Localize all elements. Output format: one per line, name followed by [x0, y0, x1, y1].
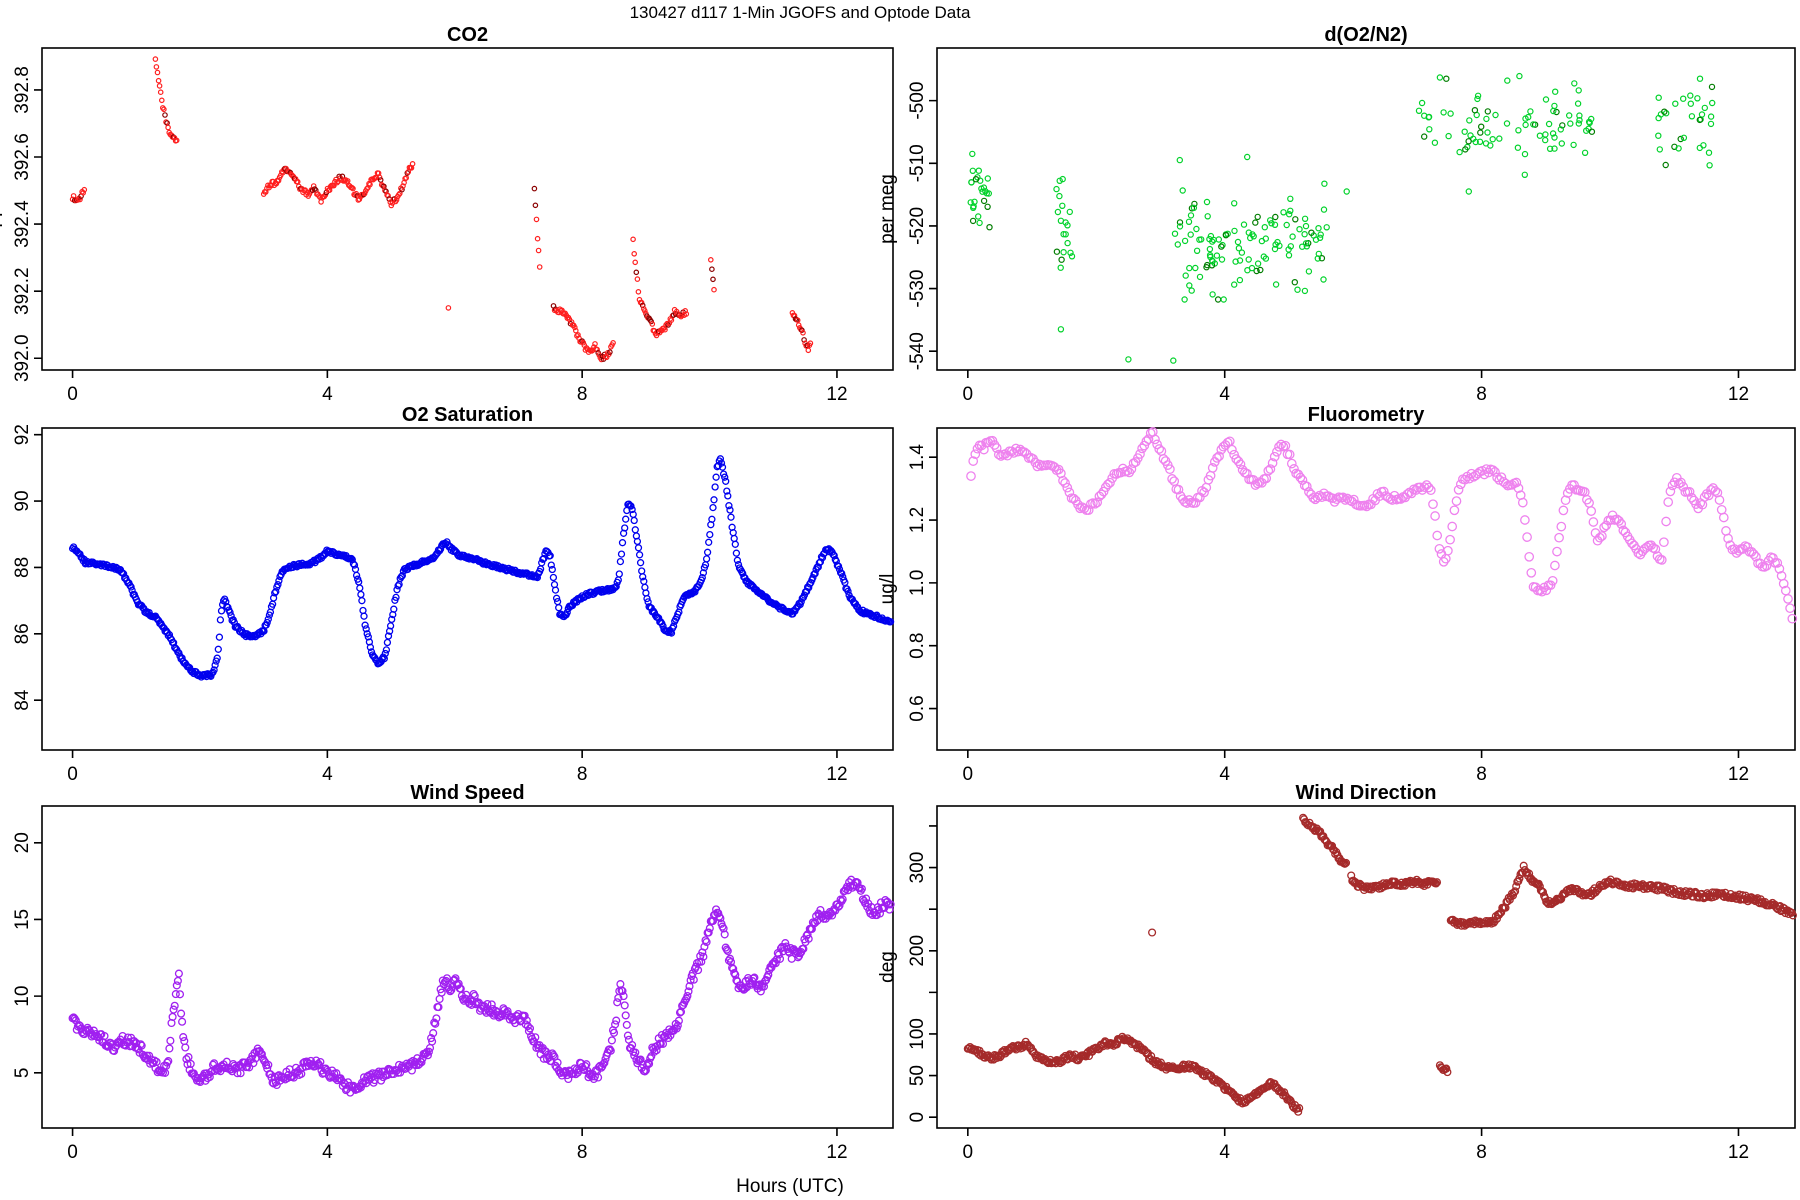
axis-ticks [34, 433, 838, 758]
x-tick-label: 8 [1476, 1142, 1487, 1163]
y-tick-label: 300 [907, 852, 928, 884]
x-tick-label: 8 [577, 1142, 588, 1163]
panel-title: d(O2/N2) [1324, 24, 1407, 46]
y-tick-label: 0.8 [907, 632, 928, 658]
y-tick-label: 10 [12, 986, 33, 1007]
y-tick-label: 200 [907, 935, 928, 967]
x-tick-label: 4 [322, 764, 333, 785]
x-tick-label: 4 [1219, 764, 1230, 785]
panels-container: CO2 0 4 8 12 392.0 392.2 392.4 392.6 392.8 ppm d(O2… [0, 24, 1798, 1163]
x-tick-label: 4 [322, 1142, 333, 1163]
y-axis-title: m/s [0, 952, 3, 983]
x-tick-label: 4 [322, 384, 333, 405]
axis-ticks [929, 825, 1740, 1136]
x-tick-label: 4 [1219, 1142, 1230, 1163]
y-tick-label: 1.2 [907, 507, 928, 533]
y-tick-label: -520 [907, 207, 928, 245]
y-tick-label: 86 [12, 623, 33, 644]
y-tick-label: 1.0 [907, 570, 928, 596]
plot-box [936, 427, 1796, 751]
x-tick-label: 4 [1219, 384, 1230, 405]
y-axis-title: ug/l [877, 574, 898, 605]
y-tick-label: 0 [907, 1112, 928, 1123]
x-tick-label: 12 [1728, 1142, 1749, 1163]
x-tick-label: 12 [826, 1142, 847, 1163]
x-tick-label: 8 [1476, 384, 1487, 405]
axis-ticks [929, 99, 1740, 378]
y-tick-label: 88 [12, 557, 33, 578]
panel-wind-direction: Wind Direction 0 4 8 12 0 50 100 200 300 deg [877, 782, 1797, 1163]
panel-d-o2-n2: d(O2/N2) 0 4 8 12 -540 -530 -520 -510 -500 per meg [877, 24, 1796, 405]
x-tick-label: 8 [577, 764, 588, 785]
y-tick-label: 392.8 [12, 66, 33, 114]
y-axis-title: deg [877, 951, 898, 983]
y-tick-label: 15 [12, 909, 33, 930]
x-tick-label: 8 [1476, 764, 1487, 785]
y-tick-label: 50 [907, 1065, 928, 1086]
data-points [69, 56, 814, 363]
y-axis-title: % [0, 580, 3, 597]
x-tick-label: 12 [826, 764, 847, 785]
axis-ticks [34, 89, 838, 378]
panel-fluorometry: Fluorometry 0 4 8 12 0.6 0.8 1.0 1.2 1.4 ug/l [877, 404, 1798, 785]
y-tick-label: 0.6 [907, 695, 928, 721]
plot-box [41, 805, 894, 1129]
y-tick-label: 90 [12, 490, 33, 511]
plot-box [936, 47, 1796, 371]
panel-co2: CO2 0 4 8 12 392.0 392.2 392.4 392.6 392.8 ppm [0, 24, 894, 405]
x-tick-label: 0 [67, 764, 78, 785]
x-tick-label: 0 [67, 1142, 78, 1163]
y-tick-label: 84 [12, 689, 33, 711]
panel-title: O2 Saturation [402, 404, 533, 426]
panel-wind-speed: Wind Speed 0 4 8 12 5 10 15 20 m/s [0, 782, 895, 1163]
plot-box [936, 805, 1796, 1129]
axis-ticks [929, 456, 1740, 758]
panel-title: Wind Speed [410, 782, 524, 804]
x-tick-label: 12 [826, 384, 847, 405]
x-tick-label: 12 [1728, 384, 1749, 405]
x-tick-label: 0 [963, 1142, 974, 1163]
panel-title: CO2 [447, 24, 488, 46]
y-tick-label: 100 [907, 1018, 928, 1050]
x-axis-title: Hours (UTC) [736, 1176, 844, 1197]
y-tick-label: 392.6 [12, 133, 33, 181]
y-axis-title: per meg [877, 174, 898, 244]
panel-o2-saturation: O2 Saturation 0 4 8 12 84 86 88 90 92% [0, 404, 895, 785]
y-tick-label: -530 [907, 270, 928, 308]
y-tick-label: 392.0 [12, 334, 33, 382]
y-tick-label: 392.2 [12, 267, 33, 315]
figure-title: 130427 d117 1-Min JGOFS and Optode Data [630, 3, 971, 22]
y-axis-title: ppm [0, 191, 3, 228]
data-points [966, 427, 1798, 624]
y-tick-label: -540 [907, 332, 928, 370]
x-tick-label: 12 [1728, 764, 1749, 785]
data-points [967, 72, 1716, 364]
y-tick-label: -500 [907, 82, 928, 120]
plot-box [41, 427, 894, 751]
y-tick-label: 92 [12, 424, 33, 445]
data-points [68, 875, 895, 1097]
axis-ticks [34, 842, 838, 1136]
x-tick-label: 0 [67, 384, 78, 405]
panel-title: Fluorometry [1308, 404, 1426, 426]
x-tick-label: 0 [963, 764, 974, 785]
y-tick-label: -510 [907, 144, 928, 182]
data-points [68, 455, 895, 681]
y-tick-label: 5 [12, 1068, 33, 1079]
panel-title: Wind Direction [1296, 782, 1437, 804]
y-tick-label: 392.4 [12, 200, 33, 248]
data-points [963, 813, 1797, 1116]
plot-box [41, 47, 894, 371]
x-tick-label: 8 [577, 384, 588, 405]
y-tick-label: 1.4 [907, 444, 928, 471]
y-tick-label: 20 [12, 832, 33, 853]
x-tick-label: 0 [963, 384, 974, 405]
